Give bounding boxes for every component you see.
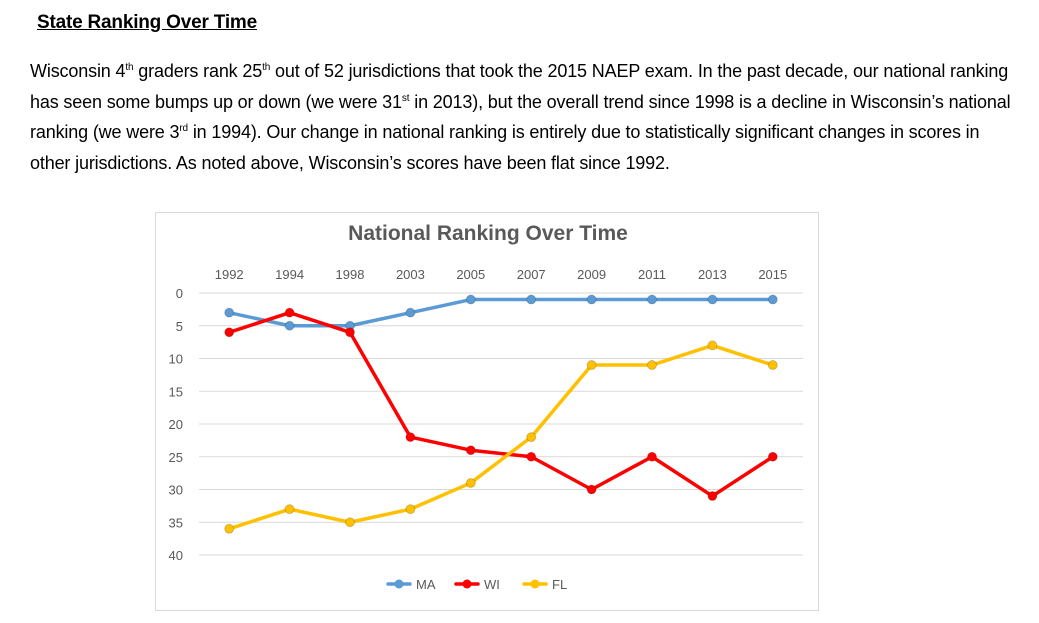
para-text-5: in 1994). Our change in national ranking… bbox=[30, 122, 980, 173]
data-point-ma bbox=[526, 294, 537, 305]
data-point-wi bbox=[284, 307, 295, 318]
series-layer bbox=[224, 294, 778, 534]
data-point-fl bbox=[345, 517, 355, 528]
data-point-ma bbox=[224, 307, 235, 318]
y-tick-label: 20 bbox=[169, 417, 183, 432]
data-point-wi bbox=[465, 445, 476, 456]
x-tick-label: 1994 bbox=[275, 267, 304, 282]
legend-label-wi: WI bbox=[484, 577, 500, 592]
data-point-fl bbox=[707, 340, 718, 351]
y-tick-label: 15 bbox=[169, 384, 183, 399]
x-tick-label: 2011 bbox=[638, 267, 666, 282]
data-point-wi bbox=[526, 451, 537, 462]
y-tick-label: 25 bbox=[169, 450, 183, 465]
data-point-ma bbox=[284, 320, 295, 331]
para-text-3: out of 52 jurisdictions that took the 20… bbox=[30, 61, 1009, 112]
x-tick-label: 2015 bbox=[758, 267, 787, 282]
data-point-fl bbox=[586, 360, 597, 371]
x-tick-label: 1998 bbox=[336, 267, 365, 282]
legend-marker-ma bbox=[394, 579, 404, 589]
data-point-wi bbox=[647, 451, 657, 462]
x-tick-label: 2009 bbox=[577, 267, 606, 282]
data-point-ma bbox=[767, 294, 778, 305]
data-point-wi bbox=[224, 327, 235, 338]
para-text-1: Wisconsin 4 bbox=[30, 61, 126, 81]
intro-paragraph: Wisconsin 4th graders rank 25th out of 5… bbox=[30, 56, 1020, 178]
y-tick-label: 30 bbox=[169, 483, 183, 498]
y-tick-label: 5 bbox=[176, 319, 183, 334]
x-tick-label: 2005 bbox=[456, 267, 485, 282]
section-heading: State Ranking Over Time bbox=[37, 12, 257, 33]
data-point-ma bbox=[405, 307, 416, 318]
data-point-ma bbox=[465, 294, 476, 305]
para-text-2: graders rank 25 bbox=[133, 61, 263, 81]
data-point-ma bbox=[707, 294, 718, 305]
x-tick-label: 2003 bbox=[396, 267, 425, 282]
axis-layer: 0 5 10 15 20 25 30 35 40 1992 1994 1998 2003 2005 2007… bbox=[169, 267, 788, 563]
x-tick-label: 2007 bbox=[517, 267, 546, 282]
data-point-fl bbox=[284, 504, 295, 515]
data-point-fl bbox=[465, 477, 476, 488]
data-point-wi bbox=[586, 484, 597, 495]
y-tick-label: 0 bbox=[176, 286, 183, 301]
y-tick-label: 35 bbox=[169, 515, 183, 530]
data-point-wi bbox=[405, 432, 416, 443]
para-text-4: in 2013), but the overall trend since 19… bbox=[30, 91, 1011, 143]
legend-layer: MA WI FL bbox=[386, 577, 567, 592]
data-point-fl bbox=[224, 523, 235, 534]
data-point-ma bbox=[586, 294, 597, 305]
para-sup-3: st bbox=[401, 92, 410, 104]
para-sup-2: th bbox=[262, 62, 271, 73]
chart-title: National Ranking Over Time bbox=[348, 222, 628, 245]
x-tick-label: 1992 bbox=[215, 267, 244, 282]
para-sup-1: th bbox=[125, 62, 134, 73]
ranking-chart: National Ranking Over Time 0 5 10 15 20 25 30 3… bbox=[169, 222, 803, 592]
grid-layer bbox=[199, 292, 803, 556]
series-line-wi bbox=[227, 310, 775, 498]
data-point-wi bbox=[707, 491, 718, 502]
data-point-wi bbox=[345, 327, 355, 338]
legend-label-fl: FL bbox=[552, 577, 567, 592]
data-point-wi bbox=[767, 451, 778, 462]
series-line-fl bbox=[227, 343, 775, 531]
para-sup-4: rd bbox=[179, 123, 188, 134]
data-point-fl bbox=[647, 360, 657, 371]
y-tick-label: 10 bbox=[169, 352, 183, 367]
data-point-fl bbox=[526, 432, 537, 443]
series-line-ma bbox=[227, 297, 775, 328]
y-tick-label: 40 bbox=[169, 548, 183, 563]
legend-label-ma: MA bbox=[416, 577, 436, 592]
x-tick-label: 2013 bbox=[698, 267, 727, 282]
data-point-fl bbox=[405, 504, 416, 515]
chart-container: National Ranking Over Time 0 5 10 15 20 25 30 3… bbox=[155, 212, 819, 611]
legend-marker-fl bbox=[530, 579, 540, 589]
data-point-fl bbox=[767, 360, 778, 371]
data-point-ma bbox=[647, 294, 657, 305]
legend-marker-wi bbox=[462, 579, 472, 589]
